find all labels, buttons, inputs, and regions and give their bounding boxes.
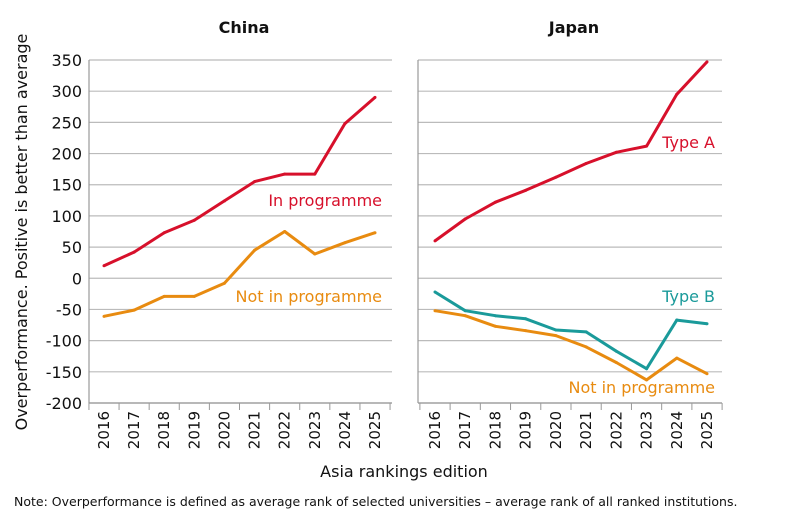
data-point: [675, 92, 679, 96]
chart-note: Note: Overperformance is defined as aver…: [14, 494, 738, 509]
y-tick-label: 300: [51, 82, 82, 101]
data-point: [192, 294, 196, 298]
x-tick-label: 2016: [426, 411, 444, 449]
x-tick-label: 2018: [486, 411, 504, 449]
y-tick-label: 200: [51, 145, 82, 164]
x-tick-label: 2021: [577, 411, 595, 449]
data-point: [614, 360, 618, 364]
series-label: Not in programme: [568, 378, 715, 397]
data-point: [463, 309, 467, 313]
x-tick-label: 2024: [668, 411, 686, 449]
y-tick-label: 100: [51, 207, 82, 226]
x-tick-label: 2017: [125, 411, 143, 449]
data-point: [162, 231, 166, 235]
x-tick-label: 2025: [366, 411, 384, 449]
data-point: [584, 162, 588, 166]
data-point: [524, 317, 528, 321]
data-point: [222, 199, 226, 203]
data-point: [222, 281, 226, 285]
series-line: [434, 60, 709, 243]
data-point: [584, 330, 588, 334]
data-point: [493, 200, 497, 204]
data-point: [132, 308, 136, 312]
y-tick-label: -50: [56, 300, 82, 319]
data-point: [162, 294, 166, 298]
x-tick-label: 2022: [276, 411, 294, 449]
x-tick-label: 2020: [547, 411, 565, 449]
y-tick-label: 150: [51, 176, 82, 195]
x-tick-label: 2021: [246, 411, 264, 449]
x-tick-label: 2020: [215, 411, 233, 449]
data-point: [645, 144, 649, 148]
data-point: [463, 217, 467, 221]
data-point: [373, 231, 377, 235]
y-tick-label: 350: [51, 51, 82, 70]
data-point: [313, 252, 317, 256]
y-axis-label: Overperformance. Positive is better than…: [12, 34, 31, 431]
data-point: [645, 367, 649, 371]
data-point: [584, 345, 588, 349]
data-point: [102, 314, 106, 318]
data-point: [463, 314, 467, 318]
data-point: [705, 372, 709, 376]
data-point: [614, 150, 618, 154]
y-tick-label: -200: [46, 394, 82, 413]
data-point: [192, 218, 196, 222]
data-point: [253, 248, 257, 252]
data-point: [313, 172, 317, 176]
series-label: Not in programme: [235, 287, 382, 306]
data-point: [283, 230, 287, 233]
data-point: [645, 378, 649, 382]
series-label: In programme: [268, 191, 382, 210]
series-line: [434, 290, 708, 371]
y-tick-label: -100: [46, 332, 82, 351]
y-tick-label: 0: [72, 269, 82, 288]
data-point: [373, 95, 377, 99]
series-label: Type A: [661, 133, 715, 152]
series-line: [434, 309, 708, 382]
series-label: Type B: [661, 287, 715, 306]
data-point: [102, 264, 106, 268]
x-tick-label: 2018: [155, 411, 173, 449]
data-point: [433, 239, 437, 243]
series-line: [103, 230, 376, 318]
data-point: [433, 290, 437, 294]
data-point: [614, 349, 618, 353]
data-point: [705, 60, 709, 64]
x-tick-label: 2025: [698, 411, 716, 449]
data-point: [493, 314, 497, 318]
x-tick-label: 2016: [95, 411, 113, 449]
data-point: [554, 175, 558, 179]
x-tick-label: 2017: [456, 411, 474, 449]
data-point: [132, 250, 136, 254]
data-point: [343, 122, 347, 126]
data-point: [675, 318, 679, 322]
y-tick-label: 250: [51, 113, 82, 132]
x-tick-label: 2024: [336, 411, 354, 449]
panel-title: China: [219, 18, 270, 37]
data-point: [705, 322, 709, 326]
x-axis-label: Asia rankings edition: [320, 462, 488, 481]
data-point: [554, 328, 558, 332]
data-point: [524, 188, 528, 192]
data-point: [554, 334, 558, 338]
data-point: [493, 324, 497, 328]
series-line: [103, 96, 376, 268]
data-point: [524, 329, 528, 333]
x-tick-label: 2023: [638, 411, 656, 449]
panel-title: Japan: [548, 18, 599, 37]
data-point: [343, 241, 347, 245]
x-tick-label: 2023: [306, 411, 324, 449]
y-tick-label: 50: [62, 238, 82, 257]
x-tick-label: 2022: [607, 411, 625, 449]
data-point: [675, 356, 679, 360]
x-tick-label: 2019: [185, 411, 203, 449]
y-tick-label: -150: [46, 363, 82, 382]
data-point: [253, 180, 257, 184]
data-point: [283, 172, 287, 176]
x-tick-label: 2019: [517, 411, 535, 449]
data-point: [433, 309, 437, 313]
